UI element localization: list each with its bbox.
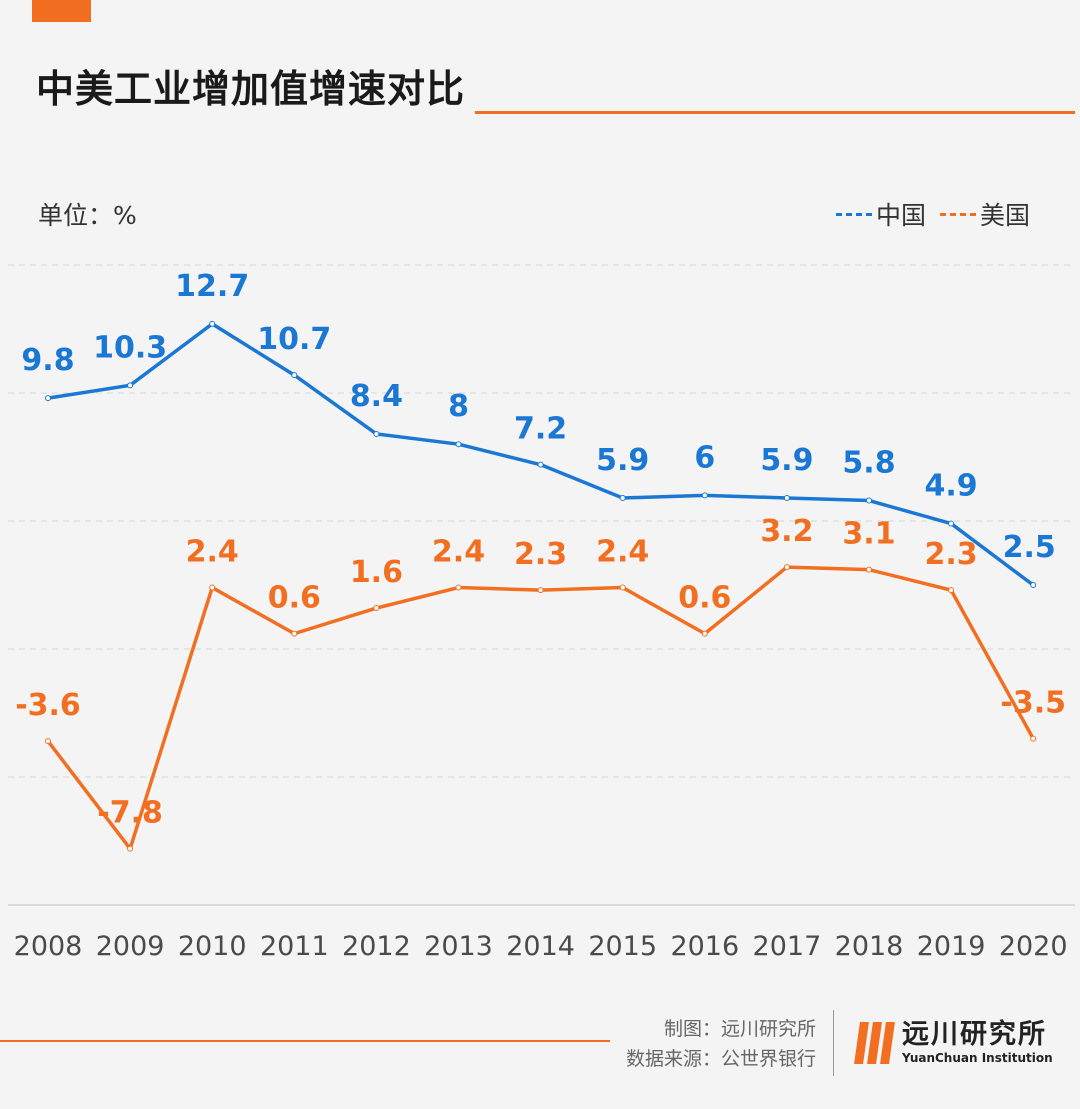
- legend-item-usa: 美国: [939, 196, 1030, 232]
- data-point: [209, 584, 216, 591]
- data-point: [783, 494, 790, 501]
- data-label: 2.4: [432, 535, 485, 570]
- footer-divider: [833, 1010, 834, 1076]
- unit-label: 单位：%: [38, 201, 137, 230]
- accent-bar: [32, 0, 91, 22]
- legend-item-china: 中国: [835, 196, 926, 232]
- data-point: [127, 382, 134, 389]
- data-point: [291, 630, 298, 637]
- data-point: [373, 430, 380, 437]
- x-tick-label: 2011: [260, 931, 329, 962]
- data-label: 10.7: [257, 322, 331, 357]
- data-label: 6: [694, 440, 715, 475]
- brand-logo: 远川研究所 YuanChuan Institution: [854, 1020, 1053, 1066]
- legend-label-china: 中国: [875, 201, 926, 230]
- chart-title: 中美工业增加值增速对比: [36, 67, 466, 111]
- x-tick-label: 2013: [424, 931, 493, 962]
- data-point: [455, 441, 462, 448]
- x-tick-label: 2017: [753, 931, 822, 962]
- data-label: 5.8: [842, 446, 895, 481]
- data-label: 7.2: [514, 412, 567, 447]
- data-label: 1.6: [350, 555, 403, 590]
- x-tick-label: 2014: [506, 931, 575, 962]
- data-label: 2.5: [1003, 530, 1056, 565]
- x-tick-label: 2019: [917, 931, 986, 962]
- series-line-usa: [46, 565, 1035, 851]
- data-point: [948, 587, 955, 594]
- data-label: 8: [448, 389, 469, 424]
- data-point: [45, 738, 51, 745]
- data-point: [537, 461, 544, 468]
- x-tick-label: 2018: [835, 931, 904, 962]
- data-label: 10.3: [93, 330, 167, 365]
- x-tick-label: 2015: [588, 931, 657, 962]
- data-label: 8.4: [350, 379, 403, 414]
- data-point: [127, 845, 134, 852]
- legend: 中国 美国: [835, 196, 1030, 232]
- legend-label-usa: 美国: [979, 201, 1030, 230]
- brand-text: 远川研究所 YuanChuan Institution: [902, 1020, 1053, 1066]
- footer-text: 制图：远川研究所 数据来源：公世界银行: [626, 1014, 816, 1074]
- data-label: 12.7: [175, 269, 249, 304]
- brand-mark-icon: [854, 1022, 895, 1064]
- data-label: 2.3: [514, 537, 567, 572]
- data-point: [866, 497, 872, 504]
- data-point: [619, 494, 626, 501]
- data-label: 9.8: [21, 343, 74, 378]
- data-point: [455, 584, 462, 591]
- data-label: 0.6: [678, 581, 731, 616]
- x-tick-label: 2010: [178, 931, 247, 962]
- data-label: -7.8: [97, 796, 163, 831]
- x-tick-label: 2009: [96, 931, 165, 962]
- line-chart: 2008 2009 2010 2011 2012 2013 2014 2015 2016 2017…: [8, 264, 1075, 962]
- x-tick-label: 2012: [342, 931, 411, 962]
- data-label: -3.5: [1000, 686, 1066, 721]
- data-label: 4.9: [925, 469, 978, 504]
- made-by: 制图：远川研究所: [663, 1018, 816, 1040]
- legend-swatch-china: [835, 212, 872, 216]
- data-point: [1030, 735, 1037, 742]
- brand-name-en: YuanChuan Institution: [902, 1051, 1053, 1065]
- data-point: [209, 320, 216, 327]
- brand-name-cn: 远川研究所: [902, 1019, 1047, 1050]
- data-point: [291, 372, 298, 379]
- data-label: 3.1: [842, 517, 895, 552]
- data-point: [948, 520, 955, 527]
- data-point: [701, 630, 708, 637]
- data-label: 0.6: [268, 581, 321, 616]
- x-tick-label: 2008: [14, 931, 83, 962]
- data-label: -3.6: [15, 688, 81, 723]
- data-label: 5.9: [760, 443, 813, 478]
- data-point: [373, 605, 380, 612]
- data-point: [783, 564, 790, 571]
- data-point: [866, 566, 872, 573]
- data-point: [537, 587, 544, 594]
- title-underline: [475, 111, 1075, 114]
- data-source: 数据来源：公世界银行: [625, 1048, 816, 1070]
- data-point: [701, 492, 708, 499]
- data-label: 2.4: [596, 535, 649, 570]
- data-label: 2.4: [186, 535, 239, 570]
- data-point: [45, 395, 51, 402]
- data-point: [1030, 582, 1037, 588]
- x-tick-label: 2020: [999, 931, 1068, 962]
- x-tick-label: 2016: [670, 931, 739, 962]
- data-label: 3.2: [760, 514, 813, 549]
- legend-swatch-usa: [939, 212, 976, 216]
- footer-rule: [0, 1040, 610, 1042]
- data-label: 2.3: [925, 537, 978, 572]
- data-label: 5.9: [596, 443, 649, 478]
- data-point: [619, 584, 626, 591]
